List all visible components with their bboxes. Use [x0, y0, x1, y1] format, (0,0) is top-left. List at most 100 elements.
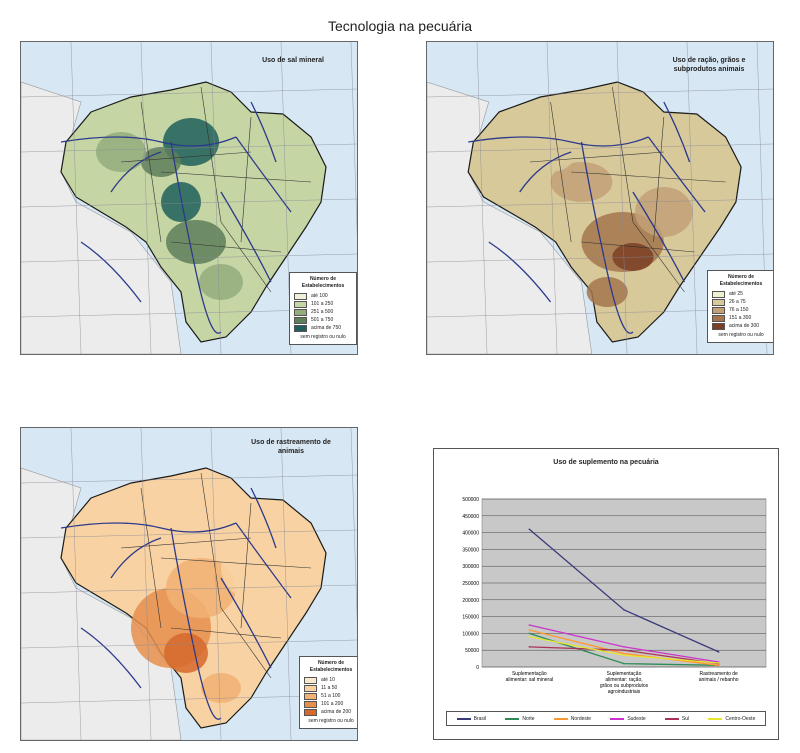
chart-legend-item: Norte [505, 715, 535, 722]
legend-title: Número de Estabelecimentos [719, 274, 763, 287]
map-legend: Número de Estabelecimentos até 25 26 a 75… [707, 270, 773, 343]
legend-line-swatch [553, 717, 568, 720]
data-point [717, 651, 720, 653]
legend-label: até 10 [321, 676, 335, 683]
legend-item: 11 a 50 [304, 684, 357, 692]
legend-item: acima de 750 [294, 324, 352, 332]
chart-legend-item: Sul [664, 715, 690, 722]
legend-swatch [294, 292, 307, 300]
legend-item: até 25 [712, 290, 770, 298]
data-point [528, 629, 531, 631]
legend-label: 11 a 50 [321, 684, 338, 691]
legend-label: até 100 [311, 292, 328, 299]
map-rastreamento: Uso de rastreamento de animais Número de… [20, 427, 358, 741]
y-tick-label: 250000 [462, 581, 479, 587]
legend-item: 101 a 250 [294, 300, 352, 308]
legend-series-label: Sul [681, 715, 690, 722]
map-legend: Número de Estabelecimentos até 100 101 a … [289, 272, 357, 345]
chart-title: Uso de suplemento na pecuária [553, 459, 659, 466]
legend-swatch [304, 692, 317, 700]
legend-item: acima de 300 [712, 322, 770, 330]
legend-swatch [712, 306, 725, 314]
data-point [623, 662, 625, 665]
data-point [528, 632, 531, 635]
x-tick-label: Suplementação alimentar: sal mineral [506, 671, 554, 683]
map-racao-graos: Uso de ração, grãos e subprodutos animai… [426, 41, 774, 355]
legend-item: até 100 [294, 292, 352, 300]
legend-item: 76 a 150 [712, 306, 770, 314]
legend-label: acima de 200 [321, 708, 352, 715]
data-point [717, 664, 720, 667]
y-tick-label: 500000 [462, 497, 479, 503]
legend-series-label: Brasil [473, 715, 487, 722]
legend-series-label: Nordeste [570, 715, 592, 722]
supplement-chart: Uso de suplemento na pecuária 0 50000 1000… [433, 448, 779, 740]
legend-item: 501 a 750 [294, 316, 352, 324]
y-tick-label: 350000 [462, 547, 479, 553]
legend-swatch [304, 684, 317, 692]
chart-legend-item: Sudeste [610, 715, 646, 722]
legend-swatch [294, 316, 307, 324]
legend-series-label: Norte [522, 715, 535, 722]
data-point [528, 635, 531, 638]
data-point [623, 646, 625, 648]
data-point [528, 646, 531, 648]
legend-item: até 10 [304, 676, 357, 684]
legend-item: 51 a 100 [304, 692, 357, 700]
legend-label: acima de 300 [729, 322, 760, 329]
chart-plot: 0 50000 100000 150000 200000 250000 300000 3500… [462, 497, 767, 695]
legend-swatch [304, 700, 317, 708]
data-point [717, 662, 720, 664]
legend-label: 151 a 300 [729, 314, 752, 321]
data-point [623, 609, 625, 611]
chart-legend: Brasil Norte Nordeste Sudeste Sul Centro-Oest… [446, 711, 766, 726]
map-title: Uso de ração, grãos e subprodutos animai… [672, 57, 746, 73]
data-point [623, 654, 625, 657]
legend-line-swatch [610, 717, 625, 720]
y-tick-label: 0 [476, 665, 479, 671]
legend-swatch [712, 290, 725, 298]
legend-swatch [712, 314, 725, 322]
legend-note: sem registro ou nulo [300, 334, 346, 340]
map-sal-mineral: Uso de sal mineral Número de Estabelecim… [20, 41, 358, 355]
y-tick-label: 200000 [462, 598, 479, 604]
legend-swatch [304, 676, 317, 684]
legend-item: 26 a 75 [712, 298, 770, 306]
legend-swatch [304, 708, 317, 716]
y-tick-label: 50000 [465, 648, 479, 654]
data-point [623, 652, 625, 655]
legend-label: 51 a 100 [321, 692, 341, 699]
legend-label: 501 a 750 [311, 316, 334, 323]
legend-line-swatch [456, 717, 471, 720]
page-title: Tecnologia na pecuária [328, 18, 472, 34]
legend-title: Número de Estabelecimentos [301, 276, 345, 289]
legend-series-label: Centro-Oeste [725, 715, 756, 722]
legend-label: até 25 [729, 290, 743, 297]
legend-line-swatch [664, 717, 679, 720]
legend-label: 76 a 150 [729, 306, 749, 313]
chart-legend-item: Brasil [456, 715, 487, 722]
data-point [528, 624, 531, 626]
legend-item: 251 a 500 [294, 308, 352, 316]
x-tick-label: Suplementação alimentar: ração, grãos ou s… [600, 671, 649, 695]
map-title: Uso de rastreamento de animais [251, 439, 331, 455]
y-tick-label: 300000 [462, 564, 479, 570]
legend-swatch [712, 322, 725, 330]
legend-line-swatch [708, 717, 723, 720]
legend-swatch [294, 324, 307, 332]
legend-label: 101 a 250 [311, 300, 334, 307]
legend-swatch [294, 308, 307, 316]
y-tick-label: 450000 [462, 514, 479, 520]
map-title: Uso de sal mineral [262, 57, 324, 64]
legend-swatch [294, 300, 307, 308]
legend-series-label: Sudeste [627, 715, 646, 722]
legend-label: 251 a 500 [311, 308, 334, 315]
data-point [623, 649, 625, 651]
legend-note: sem registro ou nulo [308, 718, 354, 724]
y-tick-label: 100000 [462, 631, 479, 637]
legend-line-swatch [505, 717, 520, 720]
chart-legend-item: Centro-Oeste [708, 716, 755, 722]
legend-item: 151 a 300 [712, 314, 770, 322]
legend-item: 101 a 200 [304, 700, 357, 708]
legend-title: Número de Estabelecimentos [309, 660, 353, 673]
